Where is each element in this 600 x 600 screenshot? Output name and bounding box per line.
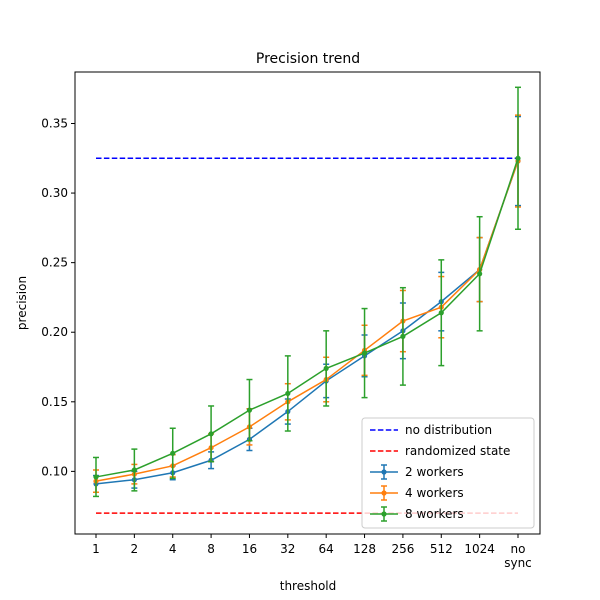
plot-frame (74, 71, 541, 535)
data-point (323, 365, 329, 372)
legend-entry-1: randomized state (370, 444, 510, 458)
data-point (400, 333, 406, 339)
series-line (95, 160, 519, 485)
series-line (95, 160, 519, 482)
axes: 0.10 0.15 0.20 0.25 0.30 0.35 1 2 4 8 16 32 64 128 256… (41, 116, 532, 570)
y-tick-label: 0.15 (41, 395, 68, 409)
y-tick-label: 0.30 (41, 186, 68, 200)
data-point (477, 271, 483, 277)
legend-label: 8 workers (405, 507, 464, 521)
y-tick-label: 0.10 (41, 464, 68, 478)
y-tick-label: 0.35 (41, 116, 68, 130)
legend-entry-4: 8 workers (370, 506, 464, 522)
x-tick-label: 512 (430, 542, 453, 556)
legend-label: 2 workers (405, 465, 464, 479)
x-tick-label: 4 (169, 542, 177, 556)
data-point (208, 431, 214, 437)
chart-title: Precision trend (256, 51, 360, 67)
x-tick-label: 128 (353, 542, 376, 556)
data-point (361, 350, 368, 356)
y-axis-label: precision (15, 276, 29, 330)
legend-box (361, 417, 535, 529)
x-tick-label: 8 (207, 542, 215, 556)
y-tick-label: 0.20 (41, 325, 68, 339)
x-tick-label: 2 (131, 542, 139, 556)
data-point (246, 407, 253, 413)
data-point (131, 467, 137, 473)
x-tick-label: 64 (319, 542, 334, 556)
y-tick-label: 0.25 (41, 256, 68, 270)
legend-entry-0: no distribution (370, 423, 492, 437)
series-2 (93, 86, 521, 498)
x-tick-label: 1024 (464, 542, 495, 556)
legend-entry-3: 4 workers (370, 485, 464, 501)
legend-label: no distribution (405, 423, 492, 437)
legend-swatch-marker (381, 490, 387, 496)
legend-entry-2: 2 workers (370, 464, 464, 480)
plot-area (93, 86, 521, 514)
legend-label: 4 workers (405, 486, 464, 500)
data-point (170, 450, 176, 456)
legend: no distribution randomized state 2 workers… (361, 417, 535, 529)
data-point (93, 474, 99, 480)
data-point (515, 155, 521, 161)
legend-label: randomized state (405, 444, 510, 458)
series-line (95, 158, 519, 478)
data-point (285, 390, 291, 397)
data-point (438, 310, 444, 316)
x-tick-label: 256 (391, 542, 414, 556)
x-tick-label: 16 (242, 542, 257, 556)
x-tick-label: 32 (280, 542, 295, 556)
x-tick-label: no sync (504, 542, 532, 570)
x-tick-label: 1 (92, 542, 100, 556)
legend-swatch-marker (381, 511, 387, 517)
legend-swatch-marker (381, 469, 387, 475)
x-axis-label: threshold (280, 579, 337, 593)
